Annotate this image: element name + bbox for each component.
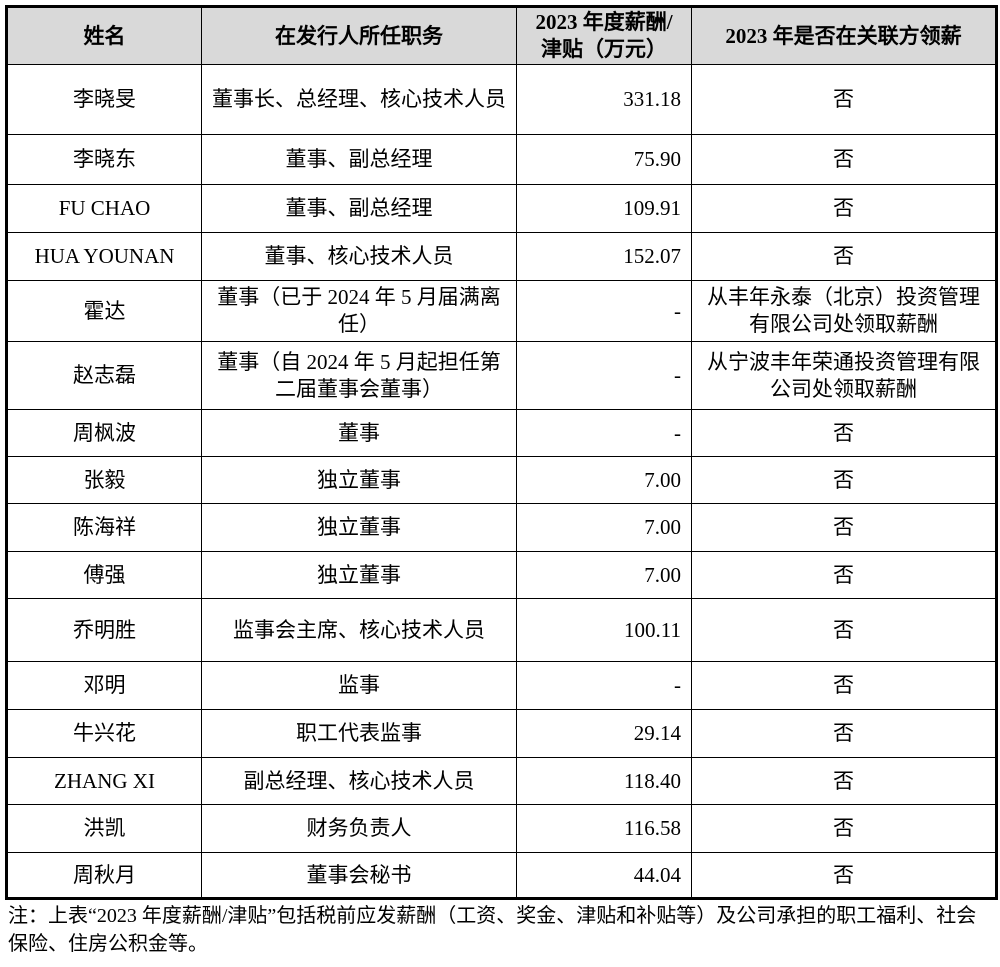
cell-name: FU CHAO <box>6 184 202 233</box>
cell-salary: 331.18 <box>516 64 692 135</box>
table-row: 李晓东 董事、副总经理 75.90 否 <box>6 134 997 185</box>
cell-salary: 7.00 <box>516 456 692 504</box>
compensation-table: 姓名 在发行人所任职务 2023 年度薪酬/津贴（万元） 2023 年是否在关联… <box>5 5 998 900</box>
table-row: 张毅 独立董事 7.00 否 <box>6 456 997 504</box>
cell-related: 否 <box>691 134 997 185</box>
cell-position: 职工代表监事 <box>201 709 517 758</box>
cell-name: ZHANG XI <box>6 757 202 805</box>
cell-salary: 116.58 <box>516 804 692 853</box>
table-row: 乔明胜 监事会主席、核心技术人员 100.11 否 <box>6 598 997 662</box>
cell-related: 否 <box>691 661 997 710</box>
cell-related: 否 <box>691 409 997 457</box>
cell-salary: - <box>516 341 692 410</box>
table-row: 洪凯 财务负责人 116.58 否 <box>6 804 997 853</box>
cell-salary: - <box>516 280 692 342</box>
cell-name: 李晓旻 <box>6 64 202 135</box>
cell-name: 陈海祥 <box>6 503 202 552</box>
table-row: 邓明 监事 - 否 <box>6 661 997 710</box>
cell-name: 赵志磊 <box>6 341 202 410</box>
cell-name: 牛兴花 <box>6 709 202 758</box>
cell-position: 董事、副总经理 <box>201 134 517 185</box>
cell-salary: 118.40 <box>516 757 692 805</box>
cell-related: 否 <box>691 64 997 135</box>
cell-salary: 152.07 <box>516 232 692 281</box>
table-row: 周枫波 董事 - 否 <box>6 409 997 457</box>
cell-salary: - <box>516 661 692 710</box>
header-salary: 2023 年度薪酬/津贴（万元） <box>516 6 692 65</box>
table-row: FU CHAO 董事、副总经理 109.91 否 <box>6 184 997 233</box>
cell-name: 傅强 <box>6 551 202 599</box>
cell-salary: 109.91 <box>516 184 692 233</box>
cell-position: 独立董事 <box>201 456 517 504</box>
table-note: 注：上表“2023 年度薪酬/津贴”包括税前应发薪酬（工资、奖金、津贴和补贴等）… <box>8 905 977 955</box>
cell-position: 董事、副总经理 <box>201 184 517 233</box>
cell-related: 否 <box>691 852 997 899</box>
cell-related: 否 <box>691 456 997 504</box>
cell-position: 监事会主席、核心技术人员 <box>201 598 517 662</box>
cell-salary: 44.04 <box>516 852 692 899</box>
cell-name: 霍达 <box>6 280 202 342</box>
cell-name: 李晓东 <box>6 134 202 185</box>
cell-position: 独立董事 <box>201 503 517 552</box>
header-name: 姓名 <box>6 6 202 65</box>
table-row: HUA YOUNAN 董事、核心技术人员 152.07 否 <box>6 232 997 281</box>
cell-name: 乔明胜 <box>6 598 202 662</box>
cell-related: 否 <box>691 184 997 233</box>
cell-salary: 7.00 <box>516 551 692 599</box>
table-row: 赵志磊 董事（自 2024 年 5 月起担任第二届董事会董事） - 从宁波丰年荣通投资… <box>6 341 997 410</box>
cell-related: 从宁波丰年荣通投资管理有限公司处领取薪酬 <box>691 341 997 410</box>
cell-name: 邓明 <box>6 661 202 710</box>
cell-salary: 29.14 <box>516 709 692 758</box>
cell-salary: 100.11 <box>516 598 692 662</box>
table-row: ZHANG XI 副总经理、核心技术人员 118.40 否 <box>6 757 997 805</box>
header-row: 姓名 在发行人所任职务 2023 年度薪酬/津贴（万元） 2023 年是否在关联… <box>6 6 997 65</box>
cell-salary: 7.00 <box>516 503 692 552</box>
cell-position: 董事、核心技术人员 <box>201 232 517 281</box>
cell-position: 董事 <box>201 409 517 457</box>
cell-related: 否 <box>691 232 997 281</box>
header-related: 2023 年是否在关联方领薪 <box>691 6 997 65</box>
table-row: 李晓旻 董事长、总经理、核心技术人员 331.18 否 <box>6 64 997 135</box>
cell-position: 独立董事 <box>201 551 517 599</box>
cell-position: 董事（自 2024 年 5 月起担任第二届董事会董事） <box>201 341 517 410</box>
table-row: 陈海祥 独立董事 7.00 否 <box>6 503 997 552</box>
table-row: 傅强 独立董事 7.00 否 <box>6 551 997 599</box>
cell-position: 副总经理、核心技术人员 <box>201 757 517 805</box>
cell-position: 董事长、总经理、核心技术人员 <box>201 64 517 135</box>
cell-salary: 75.90 <box>516 134 692 185</box>
cell-name: 周秋月 <box>6 852 202 899</box>
table-row: 牛兴花 职工代表监事 29.14 否 <box>6 709 997 758</box>
table-row: 周秋月 董事会秘书 44.04 否 <box>6 852 997 899</box>
cell-position: 财务负责人 <box>201 804 517 853</box>
cell-name: 张毅 <box>6 456 202 504</box>
cell-related: 否 <box>691 503 997 552</box>
cell-related: 否 <box>691 551 997 599</box>
cell-name: HUA YOUNAN <box>6 232 202 281</box>
cell-related: 否 <box>691 709 997 758</box>
cell-position: 董事（已于 2024 年 5 月届满离任） <box>201 280 517 342</box>
cell-related: 否 <box>691 804 997 853</box>
cell-related: 否 <box>691 598 997 662</box>
cell-name: 周枫波 <box>6 409 202 457</box>
cell-related: 从丰年永泰（北京）投资管理有限公司处领取薪酬 <box>691 280 997 342</box>
header-position: 在发行人所任职务 <box>201 6 517 65</box>
cell-salary: - <box>516 409 692 457</box>
cell-position: 董事会秘书 <box>201 852 517 899</box>
cell-name: 洪凯 <box>6 804 202 853</box>
cell-related: 否 <box>691 757 997 805</box>
table-row: 霍达 董事（已于 2024 年 5 月届满离任） - 从丰年永泰（北京）投资管理有限公… <box>6 280 997 342</box>
cell-position: 监事 <box>201 661 517 710</box>
